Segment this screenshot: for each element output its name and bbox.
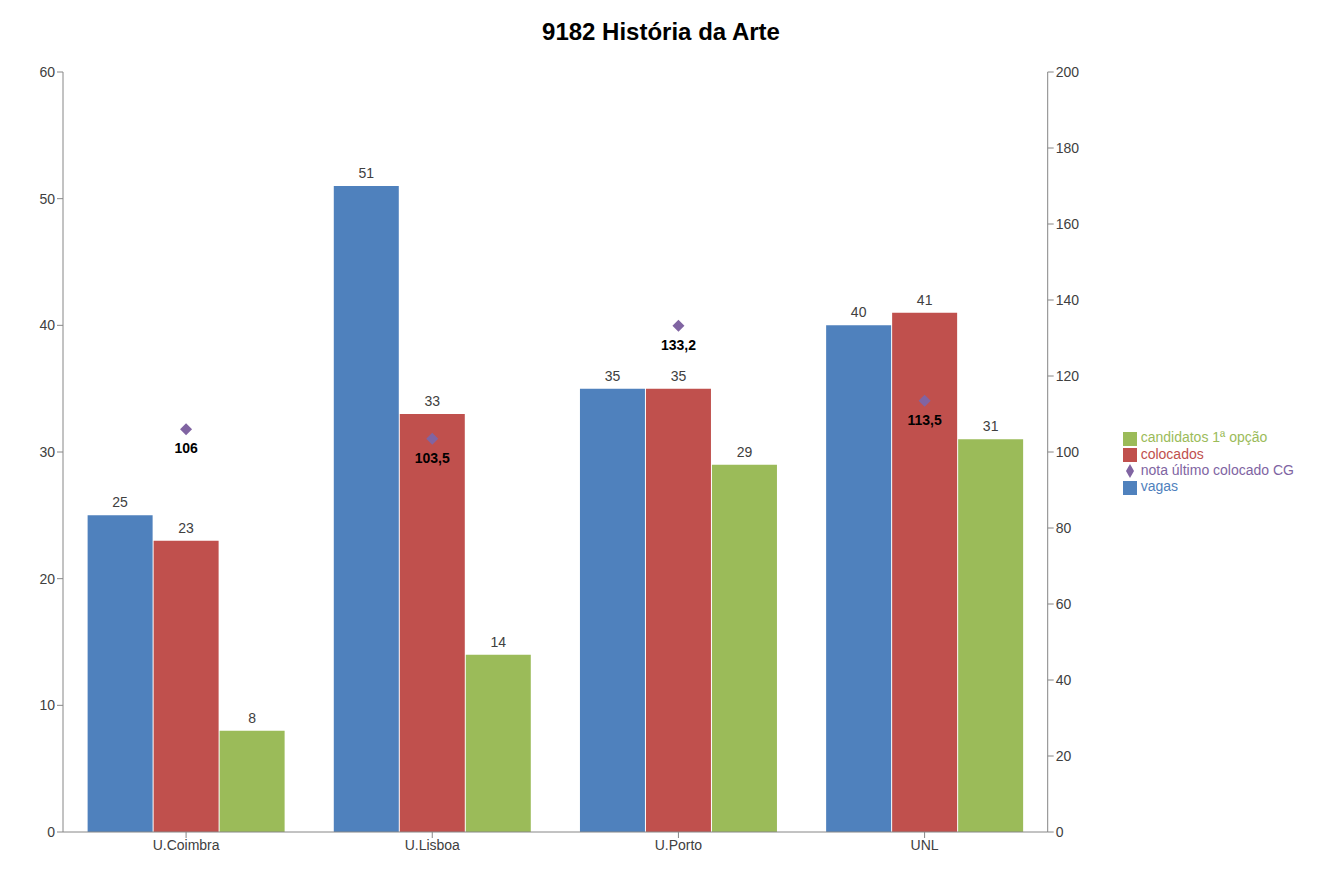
svg-text:10: 10: [39, 697, 55, 713]
svg-text:25: 25: [112, 494, 128, 510]
svg-text:U.Coimbra: U.Coimbra: [153, 837, 220, 853]
svg-text:60: 60: [39, 64, 55, 80]
svg-text:8: 8: [248, 710, 256, 726]
svg-text:113,5: 113,5: [907, 412, 941, 428]
svg-text:180: 180: [1056, 140, 1080, 156]
svg-text:20: 20: [39, 571, 55, 587]
svg-text:51: 51: [359, 165, 375, 181]
svg-text:29: 29: [737, 444, 753, 460]
svg-text:80: 80: [1056, 520, 1072, 536]
svg-text:35: 35: [671, 368, 687, 384]
svg-text:200: 200: [1056, 64, 1080, 80]
svg-text:106: 106: [174, 440, 198, 456]
svg-text:100: 100: [1056, 444, 1080, 460]
html-text:9182 História da Arte: 9182 História da Arte: [542, 18, 780, 45]
svg-text:30: 30: [39, 444, 55, 460]
svg-text:20: 20: [1056, 748, 1072, 764]
svg-text:31: 31: [983, 418, 999, 434]
svg-text:U.Lisboa: U.Lisboa: [405, 837, 460, 853]
svg-text:U.Porto: U.Porto: [655, 837, 703, 853]
svg-text:140: 140: [1056, 292, 1080, 308]
svg-text:120: 120: [1056, 368, 1080, 384]
svg-text:103,5: 103,5: [415, 450, 450, 466]
svg-text:0: 0: [1056, 824, 1064, 840]
svg-text:0: 0: [47, 824, 55, 840]
svg-text:60: 60: [1056, 596, 1072, 612]
svg-text:40: 40: [1056, 672, 1072, 688]
svg-text:160: 160: [1056, 216, 1080, 232]
svg-text:33: 33: [425, 393, 441, 409]
html-text:vagas: vagas: [1140, 478, 1178, 495]
svg-text:133,2: 133,2: [661, 337, 696, 353]
html-text:nota último colocado CG: nota último colocado CG: [1140, 462, 1294, 478]
svg-text:35: 35: [605, 368, 621, 384]
svg-text:40: 40: [851, 304, 867, 320]
svg-text:41: 41: [917, 292, 933, 308]
html-text:candidatos 1ª opção: candidatos 1ª opção: [1140, 429, 1268, 446]
svg-text:50: 50: [39, 191, 55, 207]
svg-text:40: 40: [39, 317, 55, 333]
svg-text:14: 14: [491, 634, 507, 650]
svg-text:UNL: UNL: [911, 837, 939, 853]
html-text:colocados: colocados: [1140, 445, 1204, 462]
svg-text:23: 23: [178, 520, 194, 536]
